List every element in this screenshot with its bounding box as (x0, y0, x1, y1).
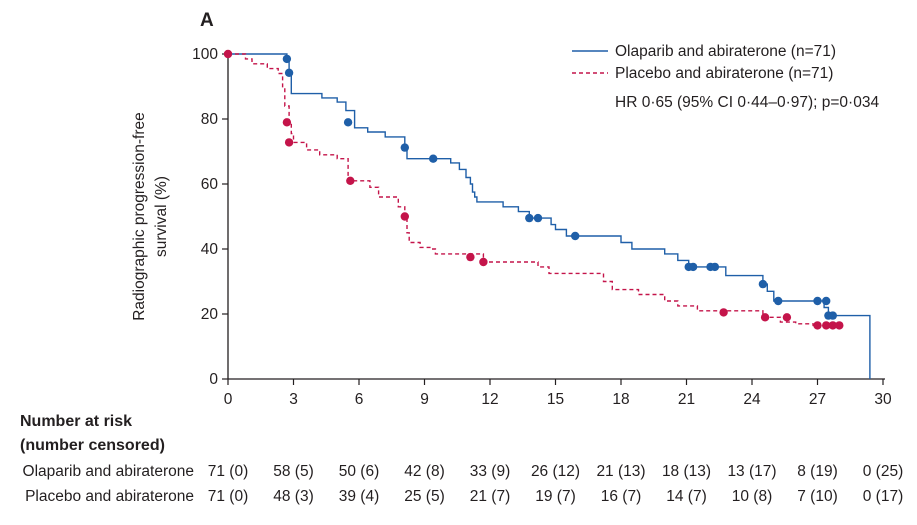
censor-mark (828, 311, 837, 320)
censor-mark (400, 143, 409, 152)
censor-mark (822, 321, 831, 330)
censor-mark (533, 213, 543, 223)
censor-mark (719, 308, 728, 317)
risk-cell: 33 (9) (469, 463, 511, 480)
legend-label: Placebo and abiraterone (n=71) (615, 65, 833, 82)
y-tick-label: 0 (209, 371, 218, 388)
censor-mark (813, 296, 822, 306)
risk-cell: 19 (7) (535, 488, 576, 505)
x-tick-label: 15 (547, 391, 564, 408)
censor-mark (710, 262, 720, 272)
y-axis-label-line: survival (%) (153, 176, 170, 257)
risk-cell: 39 (4) (338, 488, 380, 505)
censor-mark (284, 138, 294, 147)
risk-cell: 0 (17) (862, 488, 904, 505)
risk-row-olaparib: Olaparib and abiraterone 71 (0) 58 (5) 50 … (0, 463, 917, 485)
series-layer (223, 49, 871, 379)
risk-cell: 25 (5) (404, 488, 445, 505)
x-tick-label: 21 (678, 391, 695, 408)
censor-mark (479, 257, 488, 267)
censor-mark (223, 49, 233, 59)
censor-mark (466, 252, 475, 262)
y-tick-label: 20 (201, 306, 219, 323)
x-tick-label: 0 (224, 391, 233, 408)
censor-mark (525, 213, 534, 223)
censor-mark (813, 321, 822, 330)
x-tick-label: 3 (289, 391, 298, 408)
censor-mark (282, 54, 292, 64)
km-chart: A Radiographic progression-free survival … (131, 10, 892, 408)
risk-cell: 42 (8) (404, 463, 445, 480)
y-axis-label-line: Radiographic progression-free (131, 112, 148, 321)
legend: Olaparib and abiraterone (n=71) Placebo a… (572, 43, 879, 111)
x-tick-label: 18 (612, 391, 629, 408)
risk-cell: 13 (17) (727, 463, 777, 480)
risk-cell: 8 (19) (797, 463, 838, 480)
censor-mark (346, 176, 355, 185)
risk-cell: 21 (7) (469, 488, 511, 505)
y-axis-label: Radiographic progression-free survival (%… (131, 112, 170, 321)
risk-header-line-1: Number at risk (20, 413, 133, 430)
x-tick-label: 30 (874, 391, 892, 408)
censor-mark (429, 154, 438, 163)
risk-cell: 58 (5) (273, 463, 314, 480)
x-tick-label: 6 (355, 391, 364, 408)
censor-mark (782, 313, 792, 322)
censor-mark (343, 118, 353, 127)
risk-cell: 10 (8) (731, 488, 773, 505)
censor-mark (284, 68, 294, 78)
risk-cell: 48 (3) (273, 488, 314, 505)
censor-mark (835, 321, 844, 330)
series-line (228, 53, 840, 327)
censor-mark (571, 231, 580, 241)
risk-row-placebo: Placebo and abiraterone 71 (0) 48 (3) 39 (… (0, 488, 917, 510)
risk-row-label: Placebo and abiraterone (25, 488, 194, 505)
censor-mark (282, 118, 292, 127)
risk-cell: 18 (13) (661, 463, 712, 480)
risk-cell: 21 (13) (596, 463, 646, 480)
y-tick-label: 60 (201, 176, 219, 193)
series-line (228, 53, 871, 379)
censor-mark (758, 279, 768, 289)
censor-mark (828, 321, 837, 330)
risk-cell: 14 (7) (666, 488, 707, 505)
risk-cell: 7 (10) (797, 488, 838, 505)
x-tick-label: 27 (809, 391, 826, 408)
risk-cell: 71 (0) (207, 463, 249, 480)
series-olaparib (228, 53, 871, 379)
x-tick-label: 9 (420, 391, 429, 408)
x-tick-label: 12 (481, 391, 498, 408)
panel-label: A (200, 10, 214, 31)
x-tick-label: 24 (743, 391, 761, 408)
risk-cell: 16 (7) (600, 488, 642, 505)
censor-mark (774, 296, 783, 306)
censor-mark (822, 296, 831, 306)
risk-header-line-2: (number censored) (20, 437, 165, 454)
censor-mark (688, 262, 698, 272)
risk-cell: 71 (0) (207, 488, 249, 505)
series-placebo (223, 49, 844, 330)
risk-cell: 26 (12) (530, 463, 581, 480)
legend-note: HR 0·65 (95% CI 0·44–0·97); p=0·034 (615, 94, 879, 111)
risk-cell: 50 (6) (338, 463, 380, 480)
censor-mark (760, 313, 770, 322)
risk-cell: 0 (25) (862, 463, 904, 480)
censor-mark (400, 212, 409, 221)
legend-label: Olaparib and abiraterone (n=71) (615, 43, 836, 60)
y-tick-label: 100 (192, 46, 218, 63)
y-tick-label: 40 (201, 241, 219, 258)
axes: 0 3 6 9 12 15 18 21 24 27 30 0 20 40 60 80 100 (192, 46, 892, 408)
y-tick-label: 80 (201, 111, 219, 128)
risk-row-label: Olaparib and abiraterone (22, 463, 194, 480)
